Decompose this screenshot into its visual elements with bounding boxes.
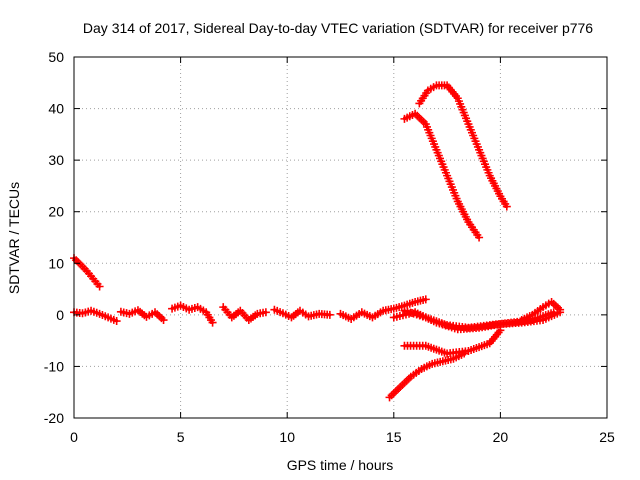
data-point-marker [556, 305, 565, 314]
series-arc-baseline-1 [70, 306, 121, 326]
tick-labels: 0 5 10 15 20 25 -20 -10 0 10 20 30 40 50 [44, 49, 615, 445]
series-arc-baseline-2 [116, 306, 168, 325]
data-point-marker [325, 310, 334, 319]
series-arc-peak-upper [415, 81, 511, 211]
y-axis-title: SDTVAR / TECUs [6, 182, 22, 294]
y-tick-label: 30 [48, 152, 64, 168]
data-point-marker [159, 316, 168, 325]
data-point-marker [475, 233, 484, 242]
data-point-marker [549, 308, 558, 317]
y-tick-label: 50 [48, 49, 64, 65]
x-tick-label: 10 [279, 429, 295, 445]
series-arc-late-cluster [517, 297, 565, 325]
series-arc-early-decline [70, 254, 104, 291]
series-arc-dip-b [400, 306, 558, 332]
plot-frame [73, 56, 608, 419]
data-point-marker [496, 326, 505, 335]
x-axis-title: GPS time / hours [287, 457, 394, 473]
y-tick-label: 0 [56, 307, 64, 323]
y-tick-label: 20 [48, 204, 64, 220]
series-arc-peak-lower [400, 109, 484, 242]
x-tick-label: 5 [177, 429, 185, 445]
axis-ticks [73, 56, 608, 419]
gridlines [74, 57, 607, 418]
series-arc-baseline-4 [219, 303, 270, 325]
x-tick-label: 15 [386, 429, 402, 445]
series-arc-mid-negative [400, 326, 505, 358]
data-series [70, 81, 565, 402]
x-tick-label: 25 [599, 429, 615, 445]
chart-title: Day 314 of 2017, Sidereal Day-to-day VTE… [83, 20, 593, 36]
y-tick-label: -10 [44, 358, 64, 374]
series-arc-rise-negative [385, 349, 469, 402]
data-point-marker [421, 295, 430, 304]
data-point-marker [112, 317, 121, 326]
y-tick-label: 10 [48, 255, 64, 271]
series-arc-baseline-6 [336, 295, 430, 323]
y-tick-label: -20 [44, 410, 64, 426]
x-tick-label: 0 [70, 429, 78, 445]
y-tick-label: 40 [48, 101, 64, 117]
data-point-marker [95, 282, 104, 291]
series-arc-baseline-5 [270, 305, 334, 322]
data-point-marker [460, 349, 469, 358]
data-point-marker [502, 202, 511, 211]
data-point-marker [208, 318, 217, 327]
series-arc-baseline-3 [168, 301, 217, 327]
data-point-marker [261, 308, 270, 317]
x-tick-label: 20 [493, 429, 509, 445]
